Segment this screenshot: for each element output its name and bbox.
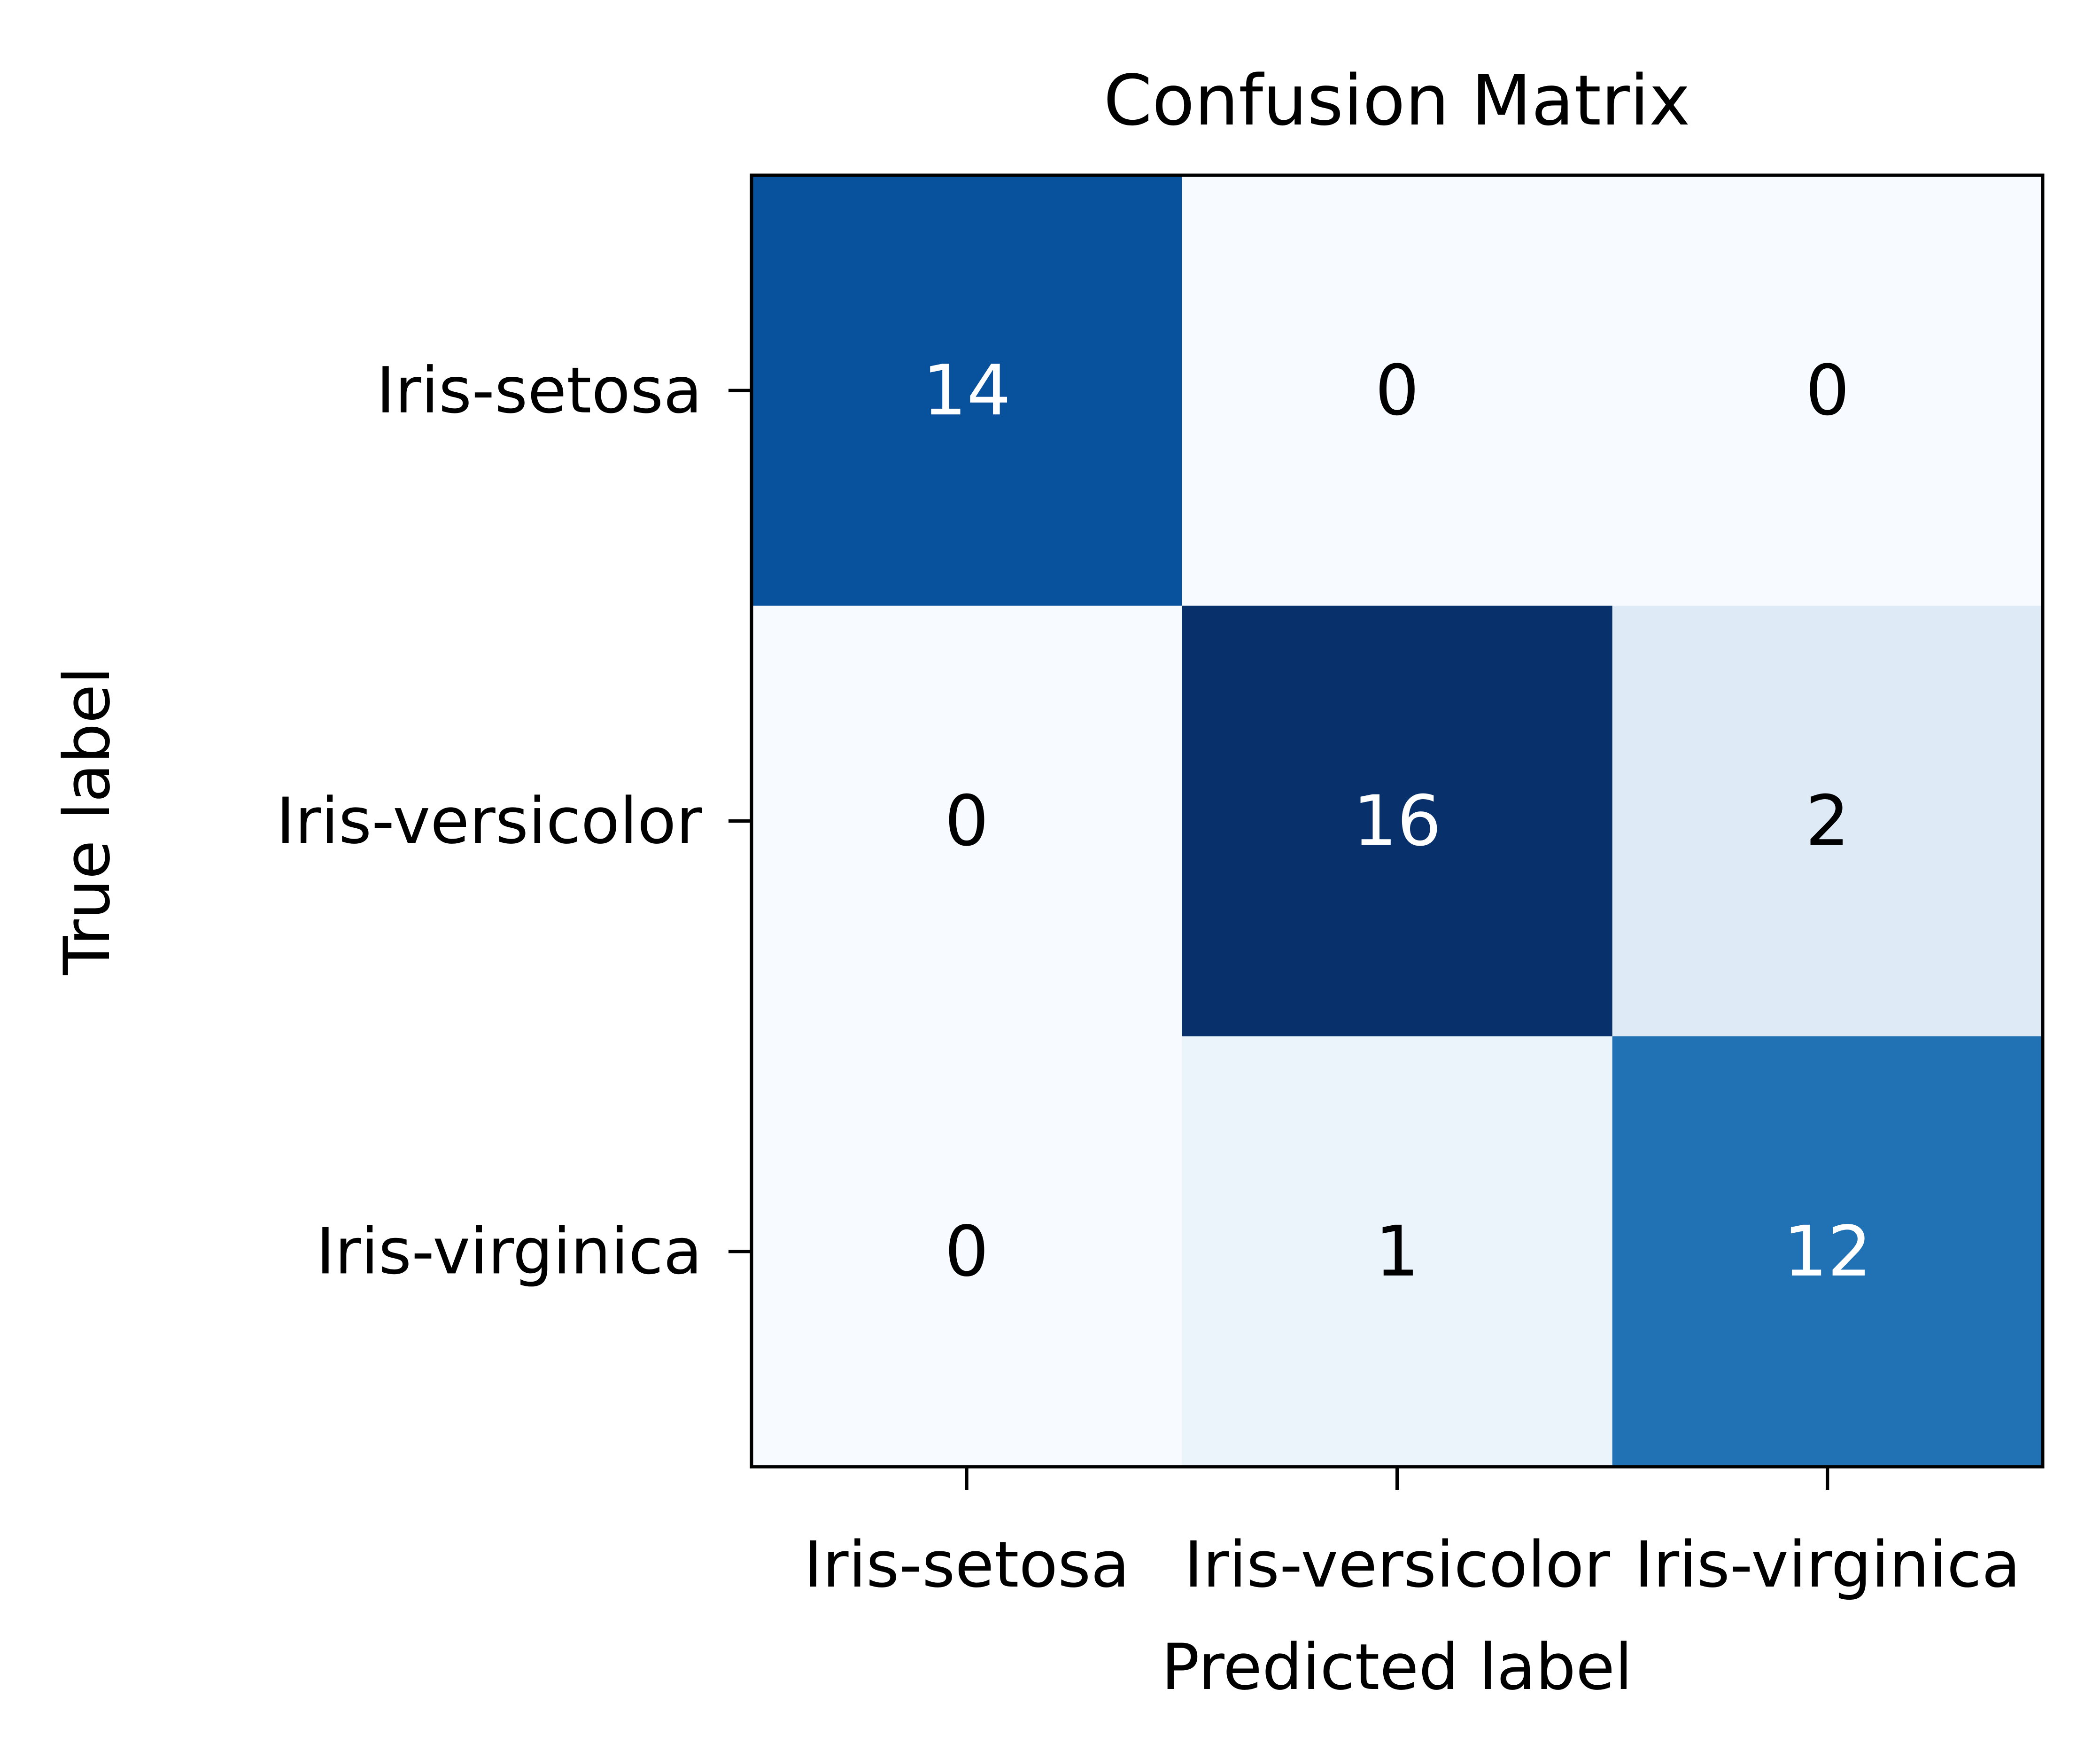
cell-value: 12 <box>1783 1211 1872 1292</box>
heatmap-cell <box>1612 606 2043 1037</box>
y-axis-ticks: Iris-setosa Iris-versicolor Iris-virginica <box>276 354 752 1288</box>
cell-value: 0 <box>945 781 989 862</box>
cell-value: 1 <box>1375 1211 1419 1292</box>
cell-value: 0 <box>1375 350 1419 431</box>
x-axis-label: Predicted label <box>1161 1630 1632 1704</box>
heatmap-cell <box>1182 1036 1613 1467</box>
heatmap-cell <box>752 606 1182 1037</box>
x-tick-label: Iris-versicolor <box>1184 1528 1610 1602</box>
heatmap-cell <box>752 1036 1182 1467</box>
y-tick-label: Iris-virginica <box>316 1214 702 1288</box>
heatmap-cells <box>752 175 2043 1467</box>
heatmap-cell <box>1182 175 1613 606</box>
heatmap-cell <box>1612 1036 2043 1467</box>
cell-value: 16 <box>1353 781 1441 862</box>
y-tick-label: Iris-versicolor <box>276 784 702 858</box>
cell-value: 2 <box>1806 781 1850 862</box>
x-tick-label: Iris-setosa <box>804 1528 1130 1602</box>
x-axis-ticks: Iris-setosa Iris-versicolor Iris-virginica <box>804 1467 2021 1602</box>
heatmap-cell <box>1612 175 2043 606</box>
chart-title: Confusion Matrix <box>1103 60 1690 141</box>
x-tick-label: Iris-virginica <box>1635 1528 2021 1602</box>
cell-value-labels: 14 0 0 0 16 2 0 1 12 <box>922 350 1872 1292</box>
heatmap-cell <box>1182 606 1613 1037</box>
heatmap-cell <box>752 175 1182 606</box>
y-axis-label: True label <box>50 667 124 975</box>
cell-value: 0 <box>1806 350 1850 431</box>
cell-value: 0 <box>945 1211 989 1292</box>
cell-value: 14 <box>922 350 1011 431</box>
y-tick-label: Iris-setosa <box>376 354 702 428</box>
